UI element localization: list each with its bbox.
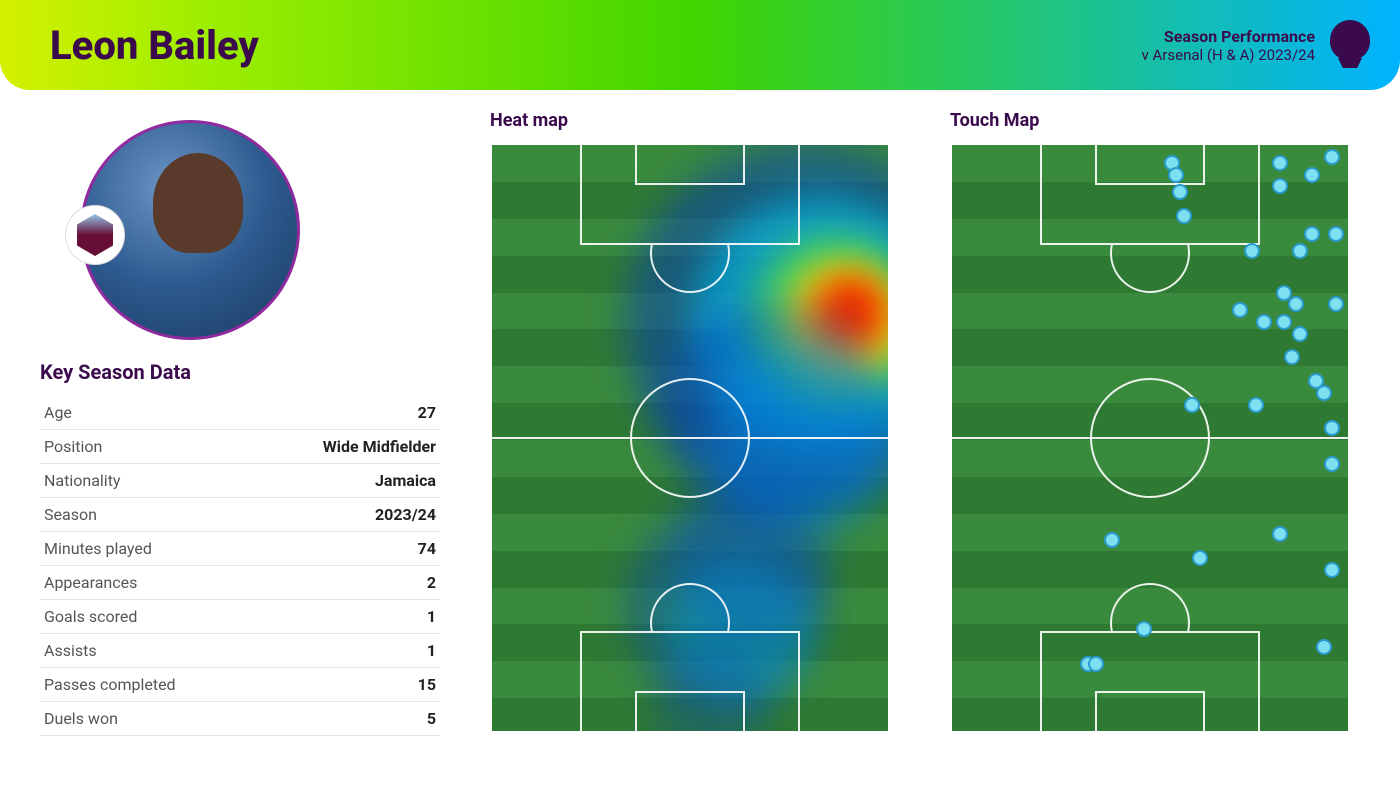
header-title: Season Performance: [1142, 27, 1315, 46]
touch-dot: [1324, 149, 1340, 165]
stat-value: Jamaica: [375, 471, 436, 490]
touch-dot: [1316, 385, 1332, 401]
stat-value: 1: [427, 641, 436, 660]
touch-dot: [1324, 420, 1340, 436]
stat-label: Age: [44, 403, 72, 422]
stat-label: Nationality: [44, 471, 121, 490]
stat-value: Wide Midfielder: [323, 437, 436, 456]
stat-value: 2023/24: [375, 505, 436, 524]
touch-dot: [1304, 226, 1320, 242]
touchmap-section: Touch Map: [950, 110, 1360, 736]
touch-dot: [1168, 167, 1184, 183]
touch-dot: [1292, 243, 1308, 259]
touch-dot: [1288, 296, 1304, 312]
stat-row: Goals scored 1: [40, 600, 440, 634]
touch-dot: [1292, 326, 1308, 342]
stat-value: 5: [427, 709, 436, 728]
touch-dot: [1104, 532, 1120, 548]
touch-dot: [1276, 314, 1292, 330]
stat-row: Assists 1: [40, 634, 440, 668]
touch-dot: [1232, 302, 1248, 318]
touch-dot: [1328, 226, 1344, 242]
stat-row: Appearances 2: [40, 566, 440, 600]
touch-dot: [1184, 397, 1200, 413]
touch-dot: [1324, 456, 1340, 472]
touch-dot: [1272, 526, 1288, 542]
header: Leon Bailey Season Performance v Arsenal…: [0, 0, 1400, 90]
touch-dot: [1172, 184, 1188, 200]
stat-row: Duels won 5: [40, 702, 440, 736]
touch-dot: [1284, 349, 1300, 365]
section-title: Key Season Data: [40, 360, 440, 384]
touch-dot: [1088, 656, 1104, 672]
stat-value: 1: [427, 607, 436, 626]
stat-row: Season 2023/24: [40, 498, 440, 532]
stat-row: Age 27: [40, 396, 440, 430]
touch-dot: [1272, 155, 1288, 171]
left-panel: Key Season Data Age 27 Position Wide Midfie…: [40, 110, 440, 736]
content: Key Season Data Age 27 Position Wide Midfie…: [0, 90, 1400, 756]
stat-label: Duels won: [44, 709, 118, 728]
touch-dot: [1324, 562, 1340, 578]
touch-dot: [1316, 639, 1332, 655]
avatar-wrap: [80, 120, 300, 340]
stats-table: Age 27 Position Wide Midfielder Nationality J…: [40, 396, 440, 736]
touchmap-pitch: [950, 143, 1350, 733]
touch-dot: [1244, 243, 1260, 259]
touch-dot: [1136, 621, 1152, 637]
touch-dot: [1176, 208, 1192, 224]
stat-row: Position Wide Midfielder: [40, 430, 440, 464]
heatmap-title: Heat map: [490, 110, 900, 131]
header-right: Season Performance v Arsenal (H & A) 202…: [1142, 20, 1370, 70]
stat-row: Passes completed 15: [40, 668, 440, 702]
stat-label: Goals scored: [44, 607, 137, 626]
header-subtitle: v Arsenal (H & A) 2023/24: [1142, 46, 1315, 64]
stat-value: 74: [418, 539, 436, 558]
stat-row: Nationality Jamaica: [40, 464, 440, 498]
premier-league-logo-icon: [1330, 20, 1370, 70]
stat-value: 15: [418, 675, 436, 694]
heatmap-pitch: [490, 143, 890, 733]
touch-dot: [1328, 296, 1344, 312]
stat-value: 2: [427, 573, 436, 592]
touch-dot: [1304, 167, 1320, 183]
touch-dot: [1248, 397, 1264, 413]
touch-dot: [1256, 314, 1272, 330]
stat-label: Passes completed: [44, 675, 176, 694]
stat-label: Season: [44, 505, 97, 524]
stat-row: Minutes played 74: [40, 532, 440, 566]
touchmap-title: Touch Map: [950, 110, 1360, 131]
header-text: Season Performance v Arsenal (H & A) 202…: [1142, 27, 1315, 64]
club-badge-icon: [65, 205, 125, 265]
stat-label: Appearances: [44, 573, 137, 592]
maps-panel: Heat map Touch M: [490, 110, 1360, 736]
player-name: Leon Bailey: [50, 22, 259, 69]
stat-label: Minutes played: [44, 539, 152, 558]
stat-label: Position: [44, 437, 102, 456]
stat-value: 27: [418, 403, 436, 422]
touch-dot: [1272, 178, 1288, 194]
touch-dot: [1192, 550, 1208, 566]
heatmap-section: Heat map: [490, 110, 900, 736]
stat-label: Assists: [44, 641, 97, 660]
